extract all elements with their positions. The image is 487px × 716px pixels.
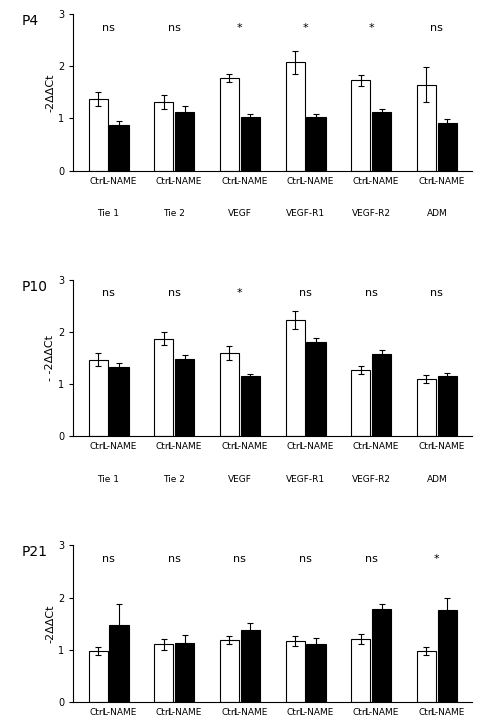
Bar [175, 359, 194, 436]
Bar [220, 78, 239, 170]
Text: VEGF-R2: VEGF-R2 [352, 475, 391, 484]
Text: *: * [434, 553, 440, 563]
Text: VEGF-R1: VEGF-R1 [286, 475, 325, 484]
Text: VEGF: VEGF [228, 475, 252, 484]
Bar [417, 651, 436, 702]
Text: ns: ns [365, 288, 377, 298]
Text: P4: P4 [21, 14, 38, 29]
Bar [438, 609, 457, 702]
Text: ns: ns [299, 288, 312, 298]
Text: *: * [237, 288, 243, 298]
Bar [417, 84, 436, 170]
Text: P10: P10 [21, 280, 47, 294]
Bar [438, 122, 457, 170]
Bar [220, 353, 239, 436]
Y-axis label: -2ΔΔCt: -2ΔΔCt [45, 73, 55, 112]
Text: *: * [368, 22, 374, 32]
Bar [89, 651, 108, 702]
Text: ns: ns [299, 553, 312, 563]
Text: ns: ns [102, 553, 115, 563]
Y-axis label: - -2ΔΔCt: - -2ΔΔCt [45, 335, 55, 381]
Text: Tie 1: Tie 1 [97, 209, 120, 218]
Bar [417, 379, 436, 436]
Text: Tie 2: Tie 2 [163, 209, 185, 218]
Text: VEGF-R1: VEGF-R1 [286, 209, 325, 218]
Bar [285, 641, 305, 702]
Bar [110, 367, 129, 436]
Text: ns: ns [102, 288, 115, 298]
Bar [285, 320, 305, 436]
Bar [285, 62, 305, 170]
Text: P21: P21 [21, 546, 47, 559]
Text: Tie 1: Tie 1 [97, 475, 120, 484]
Bar [220, 640, 239, 702]
Bar [351, 370, 370, 436]
Text: ns: ns [168, 22, 181, 32]
Text: ns: ns [365, 553, 377, 563]
Text: Tie 2: Tie 2 [163, 475, 185, 484]
Bar [110, 125, 129, 170]
Bar [241, 376, 260, 436]
Bar [154, 339, 173, 436]
Text: ns: ns [168, 553, 181, 563]
Bar [351, 639, 370, 702]
Bar [175, 112, 194, 170]
Text: *: * [303, 22, 308, 32]
Text: *: * [237, 22, 243, 32]
Text: VEGF-R2: VEGF-R2 [352, 209, 391, 218]
Text: ADM: ADM [427, 475, 447, 484]
Bar [306, 342, 325, 436]
Text: VEGF: VEGF [228, 209, 252, 218]
Text: ns: ns [233, 553, 246, 563]
Bar [306, 117, 325, 170]
Bar [154, 644, 173, 702]
Bar [351, 80, 370, 170]
Bar [372, 609, 391, 702]
Text: ns: ns [431, 22, 443, 32]
Text: ADM: ADM [427, 209, 447, 218]
Text: ns: ns [431, 288, 443, 298]
Bar [372, 112, 391, 170]
Bar [438, 376, 457, 436]
Bar [89, 100, 108, 170]
Text: ns: ns [168, 288, 181, 298]
Bar [89, 359, 108, 436]
Bar [241, 630, 260, 702]
Y-axis label: -2ΔΔCt: -2ΔΔCt [45, 604, 55, 643]
Bar [110, 624, 129, 702]
Bar [241, 117, 260, 170]
Text: ns: ns [102, 22, 115, 32]
Bar [306, 644, 325, 702]
Bar [154, 102, 173, 170]
Bar [372, 354, 391, 436]
Bar [175, 643, 194, 702]
